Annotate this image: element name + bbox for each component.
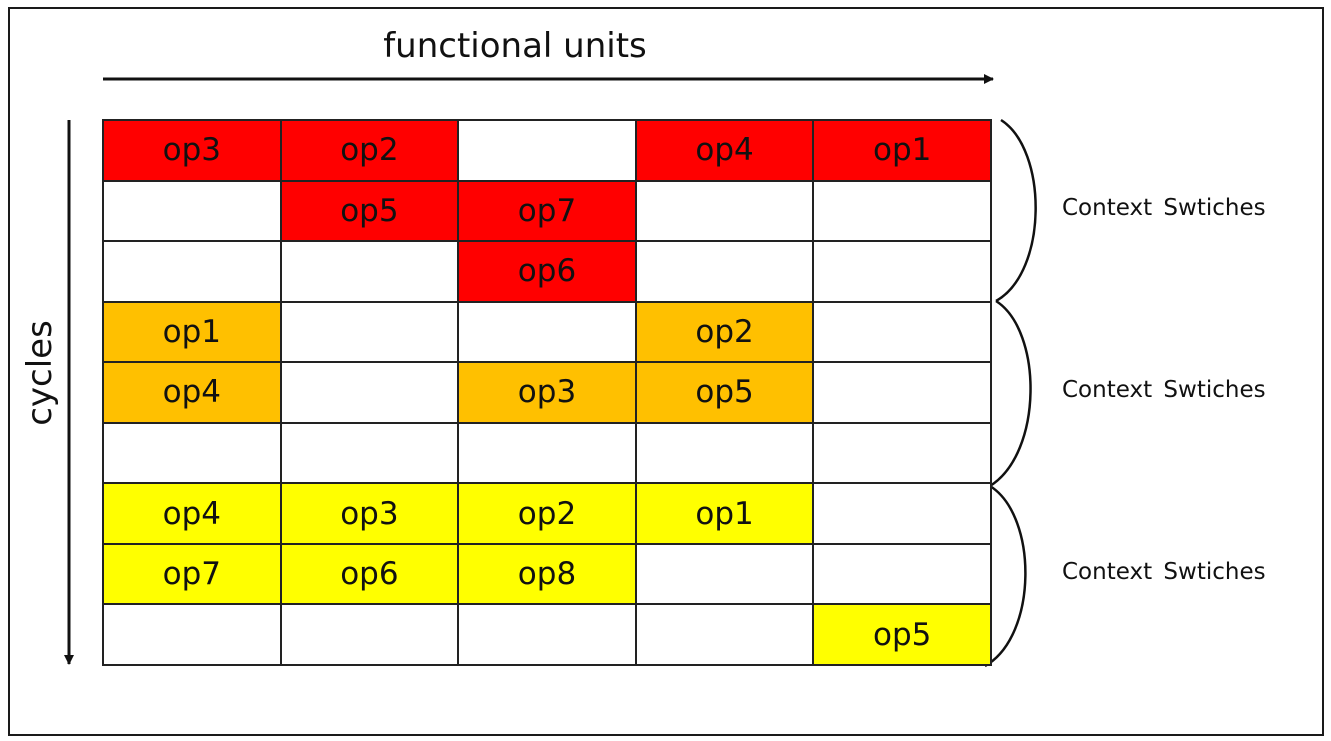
op-cell: op5 <box>281 181 460 243</box>
empty-cell <box>281 423 460 485</box>
op-cell: op4 <box>104 484 282 545</box>
empty-cell <box>814 242 992 303</box>
empty-cell <box>459 423 637 485</box>
empty-cell <box>636 605 815 666</box>
op-cell: op4 <box>104 363 282 424</box>
op-cell: op2 <box>459 484 637 545</box>
context-switch-label: Context Swtiches <box>1062 559 1266 585</box>
op-cell: op1 <box>104 302 282 364</box>
empty-cell <box>281 605 460 666</box>
op-cell: op4 <box>636 121 815 182</box>
empty-cell <box>104 423 282 485</box>
op-cell: op6 <box>459 242 637 303</box>
empty-cell <box>814 363 992 424</box>
empty-cell <box>281 302 460 364</box>
empty-cell <box>459 302 637 364</box>
op-cell: op2 <box>636 302 815 364</box>
empty-cell <box>814 302 992 364</box>
empty-cell <box>814 423 992 485</box>
empty-cell <box>281 242 460 303</box>
op-cell: op1 <box>636 484 815 545</box>
empty-cell <box>636 242 815 303</box>
empty-cell <box>814 544 992 606</box>
context-switch-label: Context Swtiches <box>1062 377 1266 403</box>
empty-cell <box>281 363 460 424</box>
empty-cell <box>814 484 992 545</box>
diagram-frame <box>8 7 1324 736</box>
context-brace-1 <box>995 118 1037 303</box>
context-switch-label: Context Swtiches <box>1062 195 1266 221</box>
context-brace-3 <box>984 484 1027 668</box>
empty-cell <box>814 181 992 243</box>
context-brace-2 <box>989 299 1032 488</box>
op-cell: op5 <box>636 363 815 424</box>
op-cell: op1 <box>814 121 992 182</box>
empty-cell <box>636 544 815 606</box>
empty-cell <box>459 121 637 182</box>
empty-cell <box>104 181 282 243</box>
empty-cell <box>636 181 815 243</box>
op-cell: op7 <box>459 181 637 243</box>
op-cell: op3 <box>459 363 637 424</box>
op-cell: op3 <box>104 121 282 182</box>
op-cell: op2 <box>281 121 460 182</box>
empty-cell <box>104 605 282 666</box>
empty-cell <box>636 423 815 485</box>
op-cell: op3 <box>281 484 460 545</box>
empty-cell <box>459 605 637 666</box>
op-cell: op7 <box>104 544 282 606</box>
empty-cell <box>104 242 282 303</box>
schedule-grid: op3 op2 op4 op1 op5 op7 op6 op1 op2 op4 op3 op5 op4 o… <box>102 119 992 666</box>
x-axis-title: functional units <box>383 26 647 66</box>
op-cell: op5 <box>814 605 992 666</box>
op-cell: op8 <box>459 544 637 606</box>
op-cell: op6 <box>281 544 460 606</box>
